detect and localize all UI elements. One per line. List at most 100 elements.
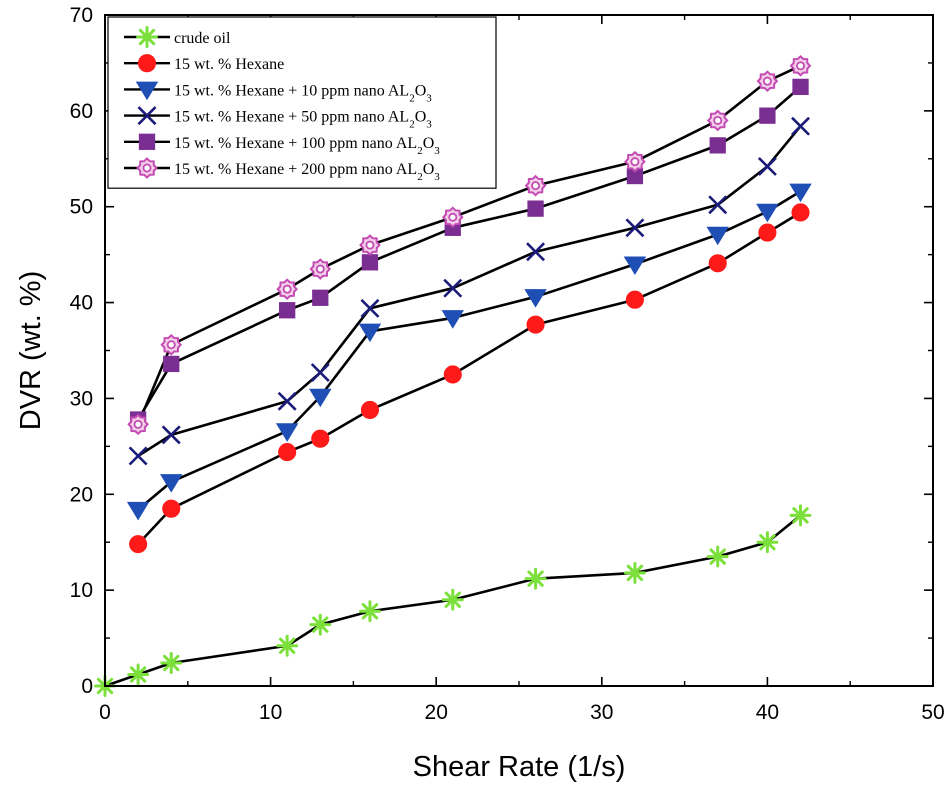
data-point-marker [312, 289, 329, 306]
data-point-marker [309, 613, 332, 636]
data-point-marker [136, 26, 158, 48]
data-point-marker [162, 499, 181, 518]
data-point-marker [624, 150, 646, 173]
legend-entry-label: crude oil [174, 30, 231, 47]
data-point-marker [789, 183, 812, 203]
data-point-marker [791, 203, 810, 222]
data-point-marker [129, 535, 148, 554]
data-point-marker [138, 133, 156, 150]
y-tick-label: 30 [70, 387, 93, 410]
data-point-marker [311, 429, 330, 448]
data-point-marker [358, 323, 382, 343]
data-point-marker [137, 54, 157, 73]
data-point-marker [277, 391, 297, 411]
data-point-marker [160, 333, 183, 356]
data-point-marker [127, 663, 150, 686]
data-point-marker [792, 78, 809, 96]
data-point-marker [706, 109, 729, 132]
data-point-marker [524, 289, 547, 308]
x-tick-label: 50 [921, 701, 944, 724]
legend-entry-label: 15 wt. % Hexane + 200 ppm nano AL2O3 [174, 161, 440, 183]
data-point-marker [135, 81, 159, 101]
data-point-marker [756, 531, 779, 554]
x-tick-label: 40 [756, 701, 779, 724]
legend-entry-label: 15 wt. % Hexane + 100 ppm nano AL2O3 [174, 135, 440, 157]
y-tick-label: 40 [70, 292, 93, 315]
axis-ticks [104, 14, 934, 687]
data-point-marker [309, 258, 332, 280]
data-point-marker [441, 588, 464, 611]
axis-tick-labels: 0 10 20 30 40 50 0 10 20 30 40 50 60 70 [70, 4, 945, 724]
series-line-2 [137, 190, 802, 511]
legend: crude oil 15 wt. % Hexane 15 wt. % Hexane … [107, 16, 497, 189]
data-point-marker [789, 504, 812, 527]
x-tick-label: 0 [99, 701, 111, 724]
data-point-marker [708, 254, 727, 273]
data-point-marker [526, 242, 546, 262]
data-point-marker [756, 70, 779, 92]
data-point-marker [524, 567, 547, 590]
data-point-marker [309, 388, 332, 408]
legend-entry-label: 15 wt. % Hexane [174, 56, 284, 73]
data-point-marker [359, 600, 381, 623]
data-point-marker [625, 290, 644, 309]
y-tick-label: 60 [70, 100, 93, 123]
series-line-0 [104, 514, 802, 688]
data-point-marker [791, 116, 810, 136]
data-point-marker [706, 545, 729, 568]
data-point-marker [758, 223, 777, 242]
x-tick-label: 10 [259, 701, 282, 724]
data-point-marker [360, 400, 380, 419]
data-point-marker [360, 298, 380, 318]
data-point-marker [524, 174, 547, 197]
data-point-marker [443, 365, 462, 384]
series-markers [94, 54, 812, 697]
data-point-marker [759, 107, 776, 124]
data-point-marker [278, 443, 297, 462]
x-tick-label: 30 [590, 701, 613, 724]
data-point-marker [443, 278, 463, 298]
data-point-marker [126, 501, 150, 521]
data-point-marker [756, 203, 779, 223]
data-point-marker [128, 446, 148, 466]
y-tick-label: 50 [70, 196, 93, 219]
x-axis-title: Shear Rate (1/s) [413, 751, 626, 783]
y-tick-label: 0 [81, 675, 93, 698]
y-axis-title: DVR (wt. %) [15, 271, 47, 431]
x-tick-label: 20 [425, 701, 448, 724]
legend-entry-label: 15 wt. % Hexane + 10 ppm nano AL2O3 [174, 82, 432, 104]
data-point-marker [527, 200, 544, 217]
data-point-marker [275, 423, 299, 442]
data-point-marker [161, 425, 181, 445]
data-point-marker [441, 206, 464, 229]
data-point-marker [526, 315, 545, 334]
data-point-marker [279, 302, 296, 319]
y-tick-label: 10 [70, 579, 93, 602]
data-point-marker [623, 561, 646, 584]
data-point-marker [359, 234, 381, 256]
data-point-marker [361, 254, 379, 271]
legend-entry-label: 15 wt. % Hexane + 50 ppm nano AL2O3 [174, 109, 432, 131]
legend-box [107, 16, 497, 189]
data-point-marker [625, 218, 645, 238]
data-point-marker [160, 652, 183, 674]
data-point-marker [136, 157, 158, 179]
data-point-marker [276, 634, 299, 657]
data-point-marker [757, 156, 777, 176]
data-point-marker [789, 54, 812, 77]
data-point-marker [709, 137, 726, 154]
y-tick-label: 70 [70, 4, 93, 27]
data-point-marker [127, 413, 149, 436]
series-line-1 [137, 211, 802, 546]
data-point-marker [137, 106, 157, 126]
data-point-marker [706, 226, 729, 246]
data-point-marker [623, 256, 647, 276]
y-tick-label: 20 [70, 483, 93, 506]
data-point-marker [276, 278, 298, 300]
data-point-marker [441, 310, 464, 329]
data-point-marker [708, 195, 728, 215]
data-point-marker [160, 474, 183, 493]
data-point-marker [163, 355, 180, 373]
data-point-marker [310, 363, 330, 383]
